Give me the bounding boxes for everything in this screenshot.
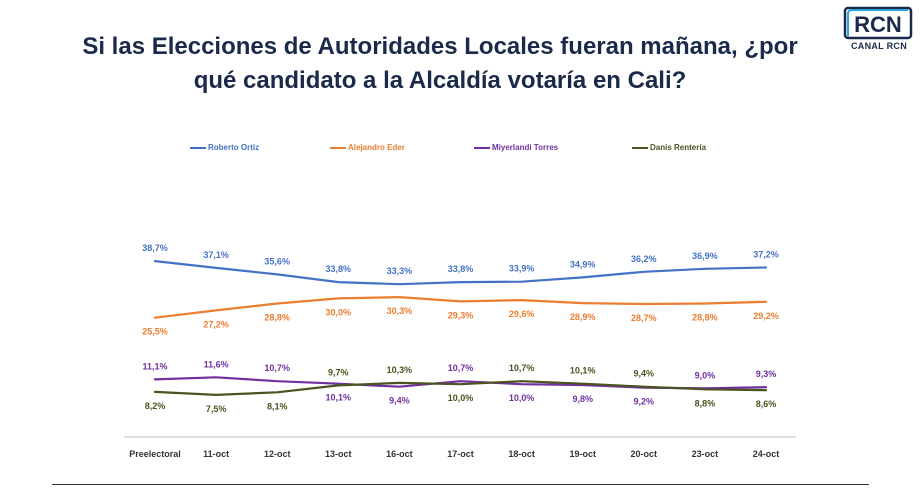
data-label-roberto-ortiz: 35,6% [264,256,290,266]
data-label-roberto-ortiz: 37,2% [753,250,779,260]
data-label-alejandro-eder: 27,2% [203,319,229,329]
data-label-roberto-ortiz: 37,1% [203,250,229,260]
data-label-roberto-ortiz: 34,9% [570,259,596,269]
x-tick-label: Preelectoral [129,449,181,459]
data-label-danis-renteria: 8,6% [756,399,777,409]
data-label-danis-renteria: 8,2% [145,401,166,411]
series-line-miyerlandi-torres [153,376,768,390]
data-label-alejandro-eder: 28,8% [264,313,290,323]
data-label-alejandro-eder: 29,2% [753,311,779,321]
data-label-danis-renteria: 9,4% [634,369,655,379]
data-label-alejandro-eder: 29,3% [448,310,474,320]
x-tick-label: 24-oct [753,449,780,459]
data-label-alejandro-eder: 30,0% [326,307,352,317]
legend-swatch-alejandro-eder [330,146,346,149]
chart-title-line-2: qué candidato a la Alcaldía votaría en C… [193,67,687,94]
x-tick-label: 23-oct [692,449,719,459]
data-label-roberto-ortiz: 38,7% [142,243,168,253]
data-label-roberto-ortiz: 33,9% [509,264,535,274]
data-label-alejandro-eder: 28,8% [692,313,718,323]
x-tick-label: 11-oct [203,449,229,459]
data-label-roberto-ortiz: 33,8% [326,264,352,274]
legend-swatch-danis-renteria [632,146,648,149]
data-label-miyerlandi-torres: 9,0% [695,370,716,380]
x-tick-label: 16-oct [386,449,413,459]
data-label-alejandro-eder: 25,5% [142,327,168,337]
data-label-alejandro-eder: 29,6% [509,309,535,319]
data-label-alejandro-eder: 28,9% [570,312,596,322]
legend-label: Alejandro Eder [348,143,405,152]
legend-label: Miyerlandi Torres [492,143,559,152]
legend-swatch-roberto-ortiz [190,146,206,149]
x-tick-label: 12-oct [264,449,291,459]
data-label-miyerlandi-torres: 9,8% [572,394,593,404]
series-line-danis-renteria [153,380,768,396]
data-label-miyerlandi-torres: 10,0% [509,393,535,403]
legend-item-roberto-ortiz: Roberto Ortiz [190,143,259,152]
x-tick-label: 20-oct [631,449,658,459]
data-label-alejandro-eder: 28,7% [631,313,657,323]
data-label-miyerlandi-torres: 10,7% [264,363,290,373]
data-label-roberto-ortiz: 36,2% [631,254,657,264]
legend-item-alejandro-eder: Alejandro Eder [330,143,405,152]
data-label-miyerlandi-torres: 11,6% [204,359,229,369]
data-label-miyerlandi-torres: 11,1% [142,361,167,371]
legend-item-miyerlandi-torres: Miyerlandi Torres [474,143,558,152]
data-label-miyerlandi-torres: 10,7% [448,363,474,373]
series-line-roberto-ortiz [153,260,768,286]
logo-letters: RCN [854,12,902,37]
chart-legend: Roberto Ortiz Alejandro Eder Miyerlandi … [0,143,923,157]
data-label-danis-renteria: 8,8% [695,398,716,408]
legend-label: Danis Rentería [650,143,707,152]
data-label-danis-renteria: 9,7% [328,367,349,377]
x-tick-label: 17-oct [447,449,474,459]
data-label-roberto-ortiz: 33,8% [448,264,474,274]
data-label-miyerlandi-torres: 9,3% [756,369,777,379]
chart-title: Si las Elecciones de Autoridades Locales… [0,30,880,98]
data-label-miyerlandi-torres: 9,2% [634,397,655,407]
data-label-alejandro-eder: 30,3% [387,306,413,316]
x-tick-label: 19-oct [569,449,596,459]
data-label-roberto-ortiz: 36,9% [692,251,718,261]
data-label-danis-renteria: 10,7% [509,363,535,373]
data-label-danis-renteria: 7,5% [206,404,227,414]
data-label-miyerlandi-torres: 9,4% [389,396,410,406]
data-label-danis-renteria: 10,0% [448,393,474,403]
data-label-roberto-ortiz: 33,3% [387,266,413,276]
logo-text: CANAL RCN [850,41,908,51]
x-tick-label: 18-oct [508,449,535,459]
legend-label: Roberto Ortiz [208,143,260,152]
data-label-miyerlandi-torres: 10,1% [326,393,352,403]
legend-swatch-miyerlandi-torres [474,146,490,149]
x-tick-label: 13-oct [325,449,352,459]
canal-rcn-logo-icon: RCN [843,6,913,40]
data-label-danis-renteria: 8,1% [267,401,288,411]
legend-item-danis-renteria: Danis Rentería [632,143,706,152]
series-line-alejandro-eder [153,296,768,319]
chart-title-line-1: Si las Elecciones de Autoridades Locales… [82,33,798,60]
data-label-danis-renteria: 10,3% [387,365,413,375]
data-label-danis-renteria: 10,1% [570,366,596,376]
footer-divider [52,484,869,485]
